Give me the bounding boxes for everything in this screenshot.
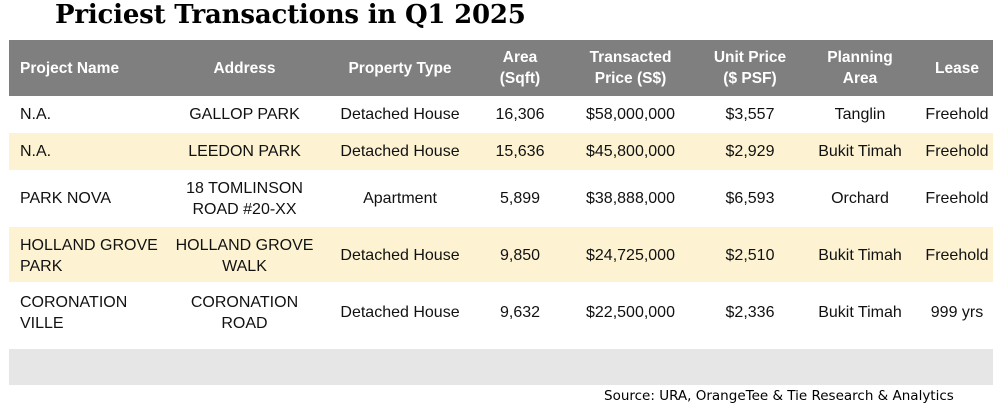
- source-note: Source: URA, OrangeTee & Tie Research & …: [604, 388, 954, 404]
- planning-area-cell: Orchard: [831, 190, 889, 207]
- header-label: (Sqft): [499, 70, 541, 87]
- cell-text: HOLLAND GROVE: [20, 236, 158, 254]
- header-area: Area (Sqft): [480, 40, 560, 96]
- property-type-cell: Detached House: [340, 106, 460, 123]
- header-project-name: Project Name: [9, 40, 169, 96]
- address-cell: GALLOP PARK: [169, 96, 320, 133]
- header-label: ($ PSF): [723, 70, 777, 87]
- unit-price-cell: $3,557: [725, 106, 775, 123]
- header-label: Property Type: [348, 59, 452, 77]
- lease-cell: Freehold: [925, 190, 989, 207]
- cell-text: N.A.: [20, 106, 52, 123]
- project-name-cell: N.A.: [9, 133, 169, 170]
- unit-price-cell: $2,336: [725, 304, 775, 321]
- cell-text: 18 TOMLINSON: [186, 179, 303, 197]
- table-row: N.A. GALLOP PARK Detached House 16,306 $…: [9, 96, 993, 133]
- planning-area-cell: Bukit Timah: [818, 143, 902, 160]
- header-address: Address: [169, 40, 320, 96]
- area-cell: 5,899: [499, 190, 541, 207]
- header-lease: Lease: [921, 40, 993, 96]
- transacted-price-cell: $22,500,000: [586, 304, 675, 321]
- transacted-price-cell: $45,800,000: [586, 143, 675, 160]
- header-property-type: Property Type: [320, 40, 480, 96]
- planning-area-cell: Bukit Timah: [818, 304, 902, 321]
- unit-price-cell: $2,929: [725, 143, 775, 160]
- header-unit-price: Unit Price ($ PSF): [701, 40, 799, 96]
- header-label: Price (S$): [594, 70, 667, 87]
- header-label: Unit Price: [713, 49, 787, 66]
- property-type-cell: Detached House: [340, 304, 460, 321]
- address-cell: 18 TOMLINSON ROAD #20-XX: [169, 170, 320, 227]
- header-label: Area: [502, 49, 538, 66]
- cell-text: LEEDON PARK: [188, 143, 301, 160]
- table-row: PARK NOVA 18 TOMLINSON ROAD #20-XX Apartm…: [9, 170, 993, 227]
- planning-area-cell: Bukit Timah: [818, 247, 902, 264]
- project-name-cell: CORONATION VILLE: [9, 284, 169, 341]
- unit-price-cell: $2,510: [725, 247, 775, 264]
- unit-price-cell: $6,593: [725, 190, 775, 207]
- area-cell: 9,632: [499, 304, 541, 321]
- lease-cell: Freehold: [925, 106, 989, 123]
- address-cell: HOLLAND GROVE WALK: [169, 227, 320, 284]
- header-label: Address: [213, 59, 276, 77]
- transactions-table: Project Name Address Property Type Area (…: [9, 40, 993, 385]
- header-label: Transacted: [589, 49, 672, 66]
- address-cell: LEEDON PARK: [169, 133, 320, 170]
- property-type-cell: Detached House: [340, 143, 460, 160]
- page-title: Priciest Transactions in Q1 2025: [55, 0, 526, 30]
- transacted-price-cell: $38,888,000: [586, 190, 675, 207]
- cell-text: PARK: [20, 257, 63, 275]
- project-name-cell: HOLLAND GROVE PARK: [9, 227, 169, 284]
- table-spacer: [9, 341, 993, 349]
- project-name-cell: N.A.: [9, 96, 169, 133]
- header-planning-area: Planning Area: [799, 40, 921, 96]
- address-cell: CORONATION ROAD: [169, 284, 320, 341]
- table-header-row: Project Name Address Property Type Area (…: [9, 40, 993, 96]
- cell-text: PARK NOVA: [20, 190, 111, 207]
- area-cell: 16,306: [495, 106, 545, 123]
- table-row: HOLLAND GROVE PARK HOLLAND GROVE WALK Deta…: [9, 227, 993, 284]
- header-label: Planning: [827, 49, 893, 66]
- header-label: Lease: [935, 59, 979, 77]
- area-cell: 15,636: [495, 143, 545, 160]
- lease-cell: 999 yrs: [930, 304, 984, 321]
- lease-cell: Freehold: [925, 247, 989, 264]
- table-footer-band: [9, 349, 993, 385]
- transacted-price-cell: $58,000,000: [586, 106, 675, 123]
- cell-text: N.A.: [20, 143, 52, 160]
- cell-text: VILLE: [20, 314, 64, 332]
- transacted-price-cell: $24,725,000: [586, 247, 675, 264]
- header-label: Project Name: [20, 59, 120, 77]
- planning-area-cell: Tanglin: [834, 106, 886, 123]
- table-row: N.A. LEEDON PARK Detached House 15,636 $…: [9, 133, 993, 170]
- project-name-cell: PARK NOVA: [9, 170, 169, 227]
- table-row: CORONATION VILLE CORONATION ROAD Detached…: [9, 284, 993, 341]
- cell-text: WALK: [222, 257, 267, 275]
- cell-text: CORONATION ROAD: [190, 293, 299, 332]
- header-label: Area: [842, 70, 878, 87]
- lease-cell: Freehold: [925, 143, 989, 160]
- property-type-cell: Detached House: [340, 247, 460, 264]
- cell-text: ROAD #20-XX: [192, 200, 297, 218]
- header-transacted-price: Transacted Price (S$): [560, 40, 701, 96]
- cell-text: HOLLAND GROVE: [175, 236, 314, 254]
- cell-text: CORONATION: [20, 293, 128, 311]
- area-cell: 9,850: [499, 247, 541, 264]
- cell-text: GALLOP PARK: [189, 106, 300, 123]
- property-type-cell: Apartment: [363, 190, 437, 207]
